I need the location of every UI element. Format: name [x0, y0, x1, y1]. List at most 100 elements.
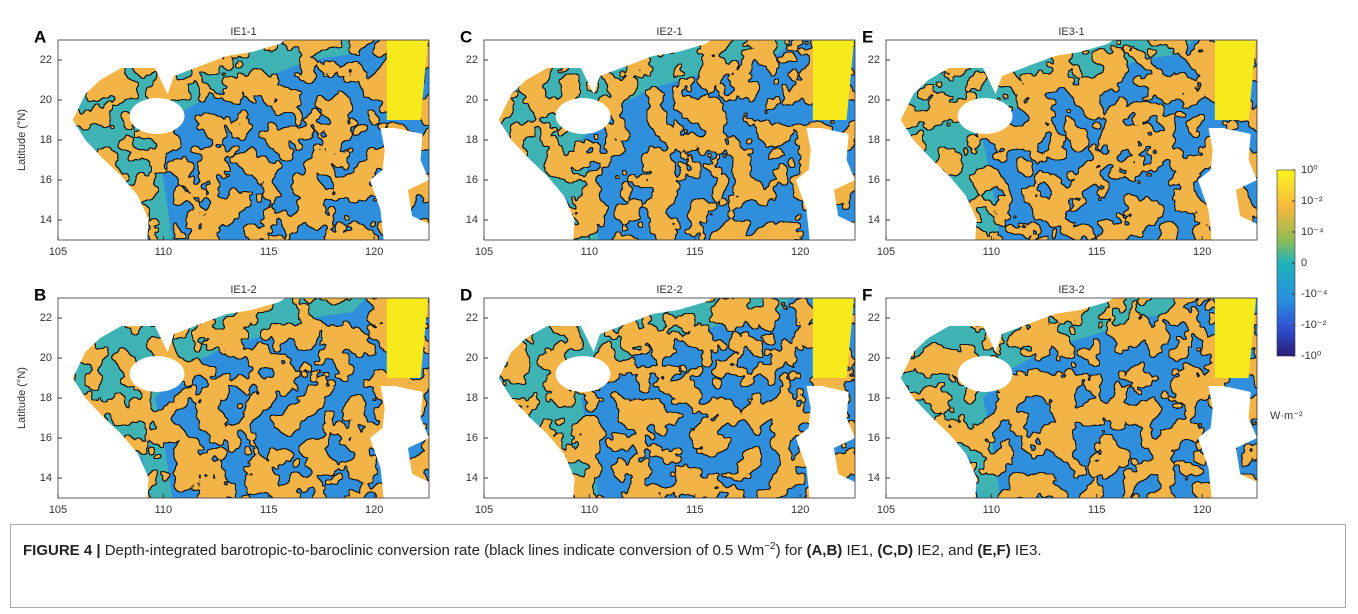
colorbar-tick-label: -10⁰	[1301, 350, 1322, 362]
x-tick-label: 110	[983, 504, 1001, 516]
x-tick-label: 110	[155, 504, 173, 516]
panel-title: IE1-2	[230, 284, 256, 296]
x-tick-label: 105	[475, 504, 493, 516]
x-tick-label: 110	[983, 246, 1001, 258]
y-axis-label: Latitude (°N)	[16, 367, 28, 429]
land	[484, 298, 712, 498]
panel-label: D	[460, 285, 472, 304]
caption-text: FIGURE 4 |	[23, 542, 101, 559]
map	[886, 40, 1257, 240]
map	[886, 298, 1257, 498]
x-tick-label: 120	[365, 504, 383, 516]
y-tick-label: 22	[466, 54, 478, 66]
x-tick-label: 105	[877, 504, 895, 516]
caption-text: Depth-integrated barotropic-to-baroclini…	[100, 542, 765, 559]
caption-text: IE1,	[842, 542, 878, 559]
y-tick-label: 20	[868, 352, 880, 364]
x-tick-label: 115	[1088, 504, 1106, 516]
caption-text: (A,B)	[806, 542, 843, 559]
y-tick-label: 20	[40, 94, 52, 106]
y-tick-label: 18	[40, 392, 52, 404]
y-tick-label: 18	[466, 392, 478, 404]
land	[58, 40, 286, 240]
x-tick-label: 120	[791, 504, 809, 516]
x-tick-label: 115	[1088, 246, 1106, 258]
colorbar-tick-label: 0	[1301, 257, 1307, 269]
x-tick-label: 120	[791, 246, 809, 258]
x-tick-label: 105	[49, 246, 67, 258]
y-tick-label: 18	[466, 134, 478, 146]
caption-text: ) for	[775, 542, 807, 559]
y-tick-label: 16	[868, 174, 880, 186]
y-tick-label: 22	[466, 312, 478, 324]
panel-title: IE3-1	[1058, 26, 1084, 38]
land	[555, 98, 611, 134]
strait	[1214, 40, 1257, 120]
x-tick-label: 110	[155, 246, 173, 258]
y-tick-label: 22	[40, 312, 52, 324]
x-tick-label: 115	[686, 246, 704, 258]
x-tick-label: 105	[877, 246, 895, 258]
caption-text: (E,F)	[977, 542, 1011, 559]
y-tick-label: 18	[868, 392, 880, 404]
y-tick-label: 14	[466, 472, 478, 484]
colorbar-tick-label: 10⁻⁴	[1301, 226, 1324, 238]
land	[1197, 386, 1257, 498]
strait	[812, 40, 855, 120]
x-tick-label: 115	[260, 246, 278, 258]
land	[129, 98, 185, 134]
x-tick-label: 120	[1193, 504, 1211, 516]
caption-text: (C,D)	[877, 542, 914, 559]
panel-title: IE1-1	[230, 26, 256, 38]
colorbar-tick-label: -10⁻²	[1301, 319, 1327, 331]
map	[58, 40, 429, 240]
y-tick-label: 16	[40, 432, 52, 444]
panel: 105 110 115 120 14 16 18 20 22 A IE1-1 Latitude (°N…	[16, 26, 430, 258]
colorbar: 10⁰ 10⁻² 10⁻⁴ 0 -10⁻⁴ -10⁻² -10⁰ W·m⁻²	[1270, 164, 1328, 422]
panel-label: B	[34, 285, 46, 304]
panel-label: E	[862, 27, 873, 46]
strait	[1214, 298, 1257, 378]
x-tick-label: 115	[686, 504, 704, 516]
land	[555, 356, 611, 392]
y-tick-label: 20	[40, 352, 52, 364]
land	[484, 40, 712, 240]
land	[1197, 128, 1257, 240]
y-tick-label: 14	[40, 472, 52, 484]
panel-title: IE2-2	[656, 284, 682, 296]
caption-text: IE3.	[1010, 542, 1042, 559]
y-tick-label: 16	[40, 174, 52, 186]
y-tick-label: 16	[466, 432, 478, 444]
caption-text: −2	[764, 541, 776, 552]
panel-label: A	[34, 27, 46, 46]
y-tick-label: 20	[868, 94, 880, 106]
y-tick-label: 22	[868, 54, 880, 66]
colorbar-tick-label: -10⁻⁴	[1301, 288, 1328, 300]
panel-label: F	[862, 285, 872, 304]
map	[484, 40, 855, 240]
y-tick-label: 22	[868, 312, 880, 324]
figure: 105 110 115 120 14 16 18 20 22 A IE1-1 Latitude (°N…	[16, 26, 1328, 534]
x-tick-label: 120	[1193, 246, 1211, 258]
y-axis-label: Latitude (°N)	[16, 109, 28, 171]
y-tick-label: 14	[868, 472, 880, 484]
y-tick-label: 18	[868, 134, 880, 146]
y-tick-label: 14	[868, 214, 880, 226]
land	[957, 356, 1013, 392]
y-tick-label: 22	[40, 54, 52, 66]
land	[886, 298, 1114, 498]
land	[795, 386, 855, 498]
y-tick-label: 20	[466, 94, 478, 106]
y-tick-label: 16	[466, 174, 478, 186]
land	[369, 386, 429, 498]
x-tick-label: 110	[581, 504, 599, 516]
panel-label: C	[460, 27, 472, 46]
map	[58, 298, 429, 498]
colorbar-unit: W·m⁻²	[1270, 410, 1303, 422]
strait	[386, 40, 429, 120]
x-tick-label: 115	[260, 504, 278, 516]
panel: 105 110 115 120 14 16 18 20 22 C IE2-1	[460, 26, 856, 258]
